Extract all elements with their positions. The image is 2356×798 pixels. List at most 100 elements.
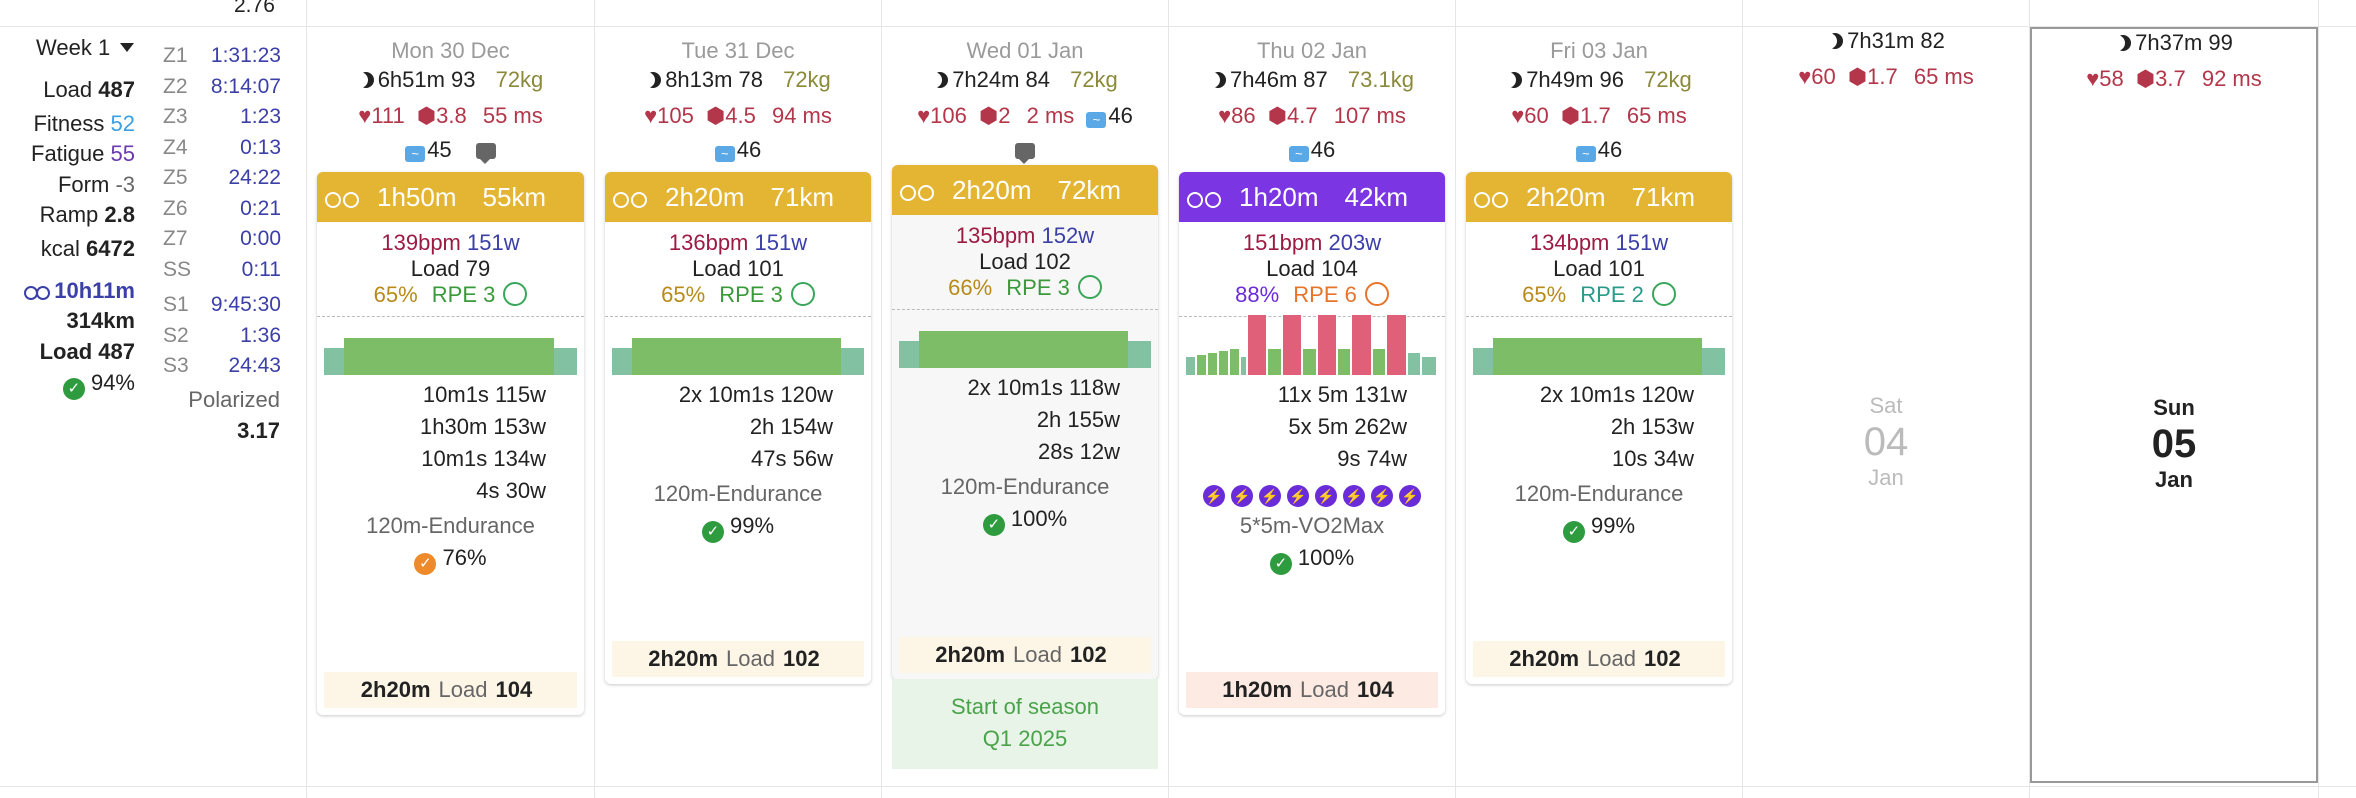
interval-bar bbox=[1407, 353, 1421, 375]
workout-name: 120m-Endurance bbox=[366, 513, 535, 538]
ecg-icon: ~ bbox=[1086, 112, 1107, 128]
workout-step: 10m1s 115w bbox=[422, 382, 546, 407]
day-column[interactable]: Mon 30 Dec 6h51m 93 72kg ♥111 ⬢3.8 55 ms … bbox=[307, 27, 594, 786]
activity-card[interactable]: 1h20m 42km 151bpm 203w Load 104 88% RPE … bbox=[1179, 172, 1445, 715]
workout-step: 2x 10m1s 120w bbox=[678, 382, 833, 407]
activity-distance: 71km bbox=[1631, 181, 1696, 212]
interval-bar bbox=[1352, 315, 1371, 375]
planned-summary: 2h20m Load 102 bbox=[899, 637, 1151, 673]
column-divider bbox=[2318, 0, 2319, 798]
bolt-icon: ⚡ bbox=[1231, 485, 1253, 507]
workout-step: 5x 5m 262w bbox=[1288, 414, 1407, 439]
column-divider bbox=[306, 0, 307, 798]
hexagon-icon: ⬢ bbox=[1847, 64, 1868, 89]
interval-bar bbox=[1702, 347, 1725, 375]
wellness-sleep: 7h49m 96 72kg bbox=[1456, 67, 1742, 93]
day-column[interactable]: 7h31m 82 ♥60 ⬢1.7 65 ms Sat 04 Jan bbox=[1743, 27, 2029, 786]
workout-chart bbox=[612, 329, 864, 375]
wellness-sleep: 8h13m 78 72kg bbox=[595, 67, 881, 93]
interval-bar bbox=[1230, 349, 1240, 375]
activity-card[interactable]: 2h20m 71km 134bpm 151w Load 101 65% RPE … bbox=[1466, 172, 1732, 684]
workout-step: 1h30m 153w bbox=[420, 414, 546, 439]
season-note[interactable]: Start of season Q1 2025 bbox=[892, 679, 1158, 769]
zone-label: Z5 bbox=[163, 166, 188, 189]
week-kcal: kcal 6472 bbox=[40, 236, 135, 261]
zone-row: Z2 8:14:07 bbox=[163, 75, 281, 99]
hexagon-icon: ⬢ bbox=[706, 103, 726, 128]
activity-rpe: 65% RPE 3 bbox=[605, 282, 871, 308]
interval-bar bbox=[1208, 353, 1218, 375]
zone-label: Z1 bbox=[163, 44, 188, 67]
week-selector[interactable]: Week 1 bbox=[36, 35, 135, 61]
activity-header[interactable]: 1h20m 42km bbox=[1179, 172, 1445, 222]
sweet-row: S1 9:45:30 bbox=[163, 293, 281, 317]
day-column[interactable]: Thu 02 Jan 7h46m 87 73.1kg ♥86 ⬢4.7 107 m… bbox=[1169, 27, 1455, 786]
bolt-icon: ⚡ bbox=[1399, 485, 1421, 507]
activity-header[interactable]: 1h50m 55km bbox=[317, 172, 584, 222]
interval-bar bbox=[1186, 357, 1196, 375]
planned-summary: 2h20m Load 102 bbox=[1473, 641, 1725, 677]
top-divider bbox=[0, 26, 2356, 27]
wellness-sleep: 7h31m 82 bbox=[1743, 28, 2029, 54]
column-divider bbox=[2029, 0, 2030, 798]
compliance: ✓ 76% bbox=[317, 545, 584, 575]
day-column[interactable]: Wed 01 Jan 7h24m 84 72kg ♥106 ⬢2 2 ms ~46… bbox=[882, 27, 1168, 786]
workout-name: 120m-Endurance bbox=[653, 481, 823, 506]
activity-duration: 2h20m bbox=[1526, 181, 1606, 212]
activity-card[interactable]: 2h20m 72km 135bpm 152w Load 102 66% RPE … bbox=[892, 165, 1158, 680]
zone-time: 0:13 bbox=[240, 135, 281, 159]
day-column[interactable]: Fri 03 Jan 7h49m 96 72kg ♥60 ⬢1.7 65 ms ~… bbox=[1456, 27, 1742, 786]
activity-card[interactable]: 2h20m 71km 136bpm 151w Load 101 65% RPE … bbox=[605, 172, 871, 684]
smile-icon bbox=[790, 282, 815, 306]
heart-icon: ♥ bbox=[1511, 103, 1525, 128]
wellness-sleep: 6h51m 93 72kg bbox=[307, 67, 594, 93]
day-header: Fri 03 Jan bbox=[1550, 38, 1648, 63]
interval-bolts: ⚡ ⚡ ⚡ ⚡ ⚡ ⚡ ⚡ ⚡ bbox=[1179, 485, 1445, 507]
zone-label: Z7 bbox=[163, 227, 188, 250]
sweet-row: S2 1:36 bbox=[163, 324, 281, 348]
activity-card[interactable]: 1h50m 55km 139bpm 151w Load 79 65% RPE 3… bbox=[317, 172, 584, 715]
moon-icon bbox=[645, 72, 661, 88]
zone-row: SS 0:11 bbox=[163, 258, 281, 282]
check-circle-icon: ✓ bbox=[62, 378, 85, 400]
activity-header[interactable]: 2h20m 71km bbox=[605, 172, 871, 222]
wellness-extra: ~45 bbox=[307, 137, 594, 164]
activity-rpe: 88% RPE 6 bbox=[1179, 282, 1445, 308]
zone-time: 8:14:07 bbox=[210, 74, 281, 98]
wellness-extra bbox=[882, 137, 1168, 164]
activity-header[interactable]: 2h20m 71km bbox=[1466, 172, 1732, 222]
wellness-sleep: 7h46m 87 73.1kg bbox=[1169, 67, 1455, 93]
day-column[interactable]: 7h37m 99 ♥58 ⬢3.7 92 ms Sun 05 Jan bbox=[2030, 27, 2318, 783]
interval-bar bbox=[554, 347, 577, 375]
week-fatigue: Fatigue 55 bbox=[31, 141, 135, 166]
activity-header[interactable]: 2h20m 72km bbox=[892, 165, 1158, 215]
interval-bar bbox=[1197, 355, 1207, 375]
zone-label: S1 bbox=[163, 293, 189, 316]
interval-bar bbox=[612, 347, 633, 375]
empty-day-date: Sun 05 Jan bbox=[2032, 395, 2316, 493]
week-ride-load: Load 487 bbox=[39, 339, 135, 364]
wellness-heart: ♥60 ⬢1.7 65 ms bbox=[1511, 103, 1687, 128]
zone-row: Z7 0:00 bbox=[163, 227, 281, 251]
compliance: ✓ 99% bbox=[605, 513, 871, 543]
weight: 72kg bbox=[1070, 67, 1118, 92]
interval-bar bbox=[324, 347, 345, 375]
planned-summary: 2h20m Load 102 bbox=[612, 641, 864, 677]
date-month: Jan bbox=[1868, 465, 1904, 490]
workout-chart bbox=[324, 329, 577, 375]
activity-hr-power: 151bpm 203w bbox=[1242, 230, 1382, 255]
workout-step: 2h 155w bbox=[1036, 407, 1120, 432]
zone-label: S3 bbox=[163, 354, 189, 377]
bike-icon bbox=[613, 186, 647, 208]
bike-icon bbox=[1187, 186, 1221, 208]
weight: 72kg bbox=[495, 67, 544, 92]
wellness-extra: ~46 bbox=[595, 137, 881, 163]
comment-icon[interactable] bbox=[1015, 143, 1035, 164]
zone-time: 9:45:30 bbox=[210, 293, 281, 316]
smile-icon bbox=[1651, 282, 1676, 306]
week-ride-distance: 314km bbox=[66, 308, 135, 333]
day-column[interactable]: Tue 31 Dec 8h13m 78 72kg ♥105 ⬢4.5 94 ms … bbox=[595, 27, 881, 786]
comment-icon[interactable] bbox=[475, 143, 496, 164]
weight: 72kg bbox=[1644, 67, 1692, 92]
weight: 72kg bbox=[783, 67, 831, 92]
